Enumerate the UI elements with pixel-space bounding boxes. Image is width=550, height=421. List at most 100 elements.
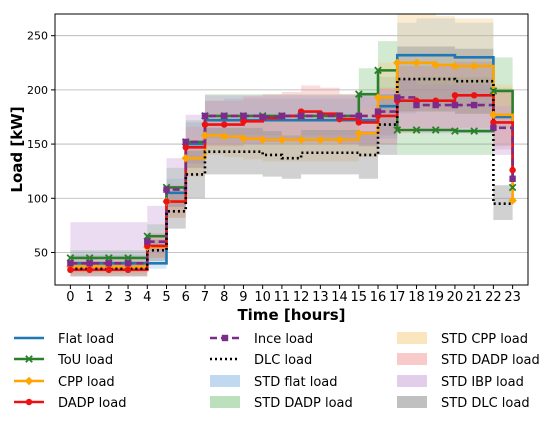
data-point <box>221 121 228 128</box>
x-tick-label: 18 <box>408 290 425 305</box>
x-tick-label: 22 <box>485 290 502 305</box>
data-point <box>105 254 113 262</box>
y-tick-label: 200 <box>27 84 48 97</box>
x-tick-label: 16 <box>370 290 387 305</box>
data-point <box>490 119 497 126</box>
legend-label: Flat load <box>58 332 114 347</box>
legend-item: STD DADP load <box>397 353 540 368</box>
data-point <box>105 260 113 267</box>
data-point <box>373 93 383 102</box>
data-point <box>144 238 151 245</box>
legend-item: DLC load <box>210 353 312 368</box>
x-tick-label: 13 <box>312 290 329 305</box>
x-tick-label: 12 <box>293 290 310 305</box>
legend-swatch <box>397 396 427 408</box>
x-tick-label: 19 <box>427 290 444 305</box>
series-line <box>70 53 514 265</box>
x-tick-label: 17 <box>389 290 406 305</box>
legend-label: ToU load <box>57 353 113 368</box>
data-point <box>25 398 33 406</box>
legend-swatch <box>210 396 240 408</box>
data-point <box>470 101 478 109</box>
legend-swatch <box>397 353 427 365</box>
x-tick-label: 14 <box>331 290 348 305</box>
legend-item: DADP load <box>14 396 126 411</box>
data-point <box>220 132 229 141</box>
data-point <box>67 260 74 267</box>
legend-label: STD DLC load <box>441 396 530 411</box>
data-point <box>25 355 33 363</box>
data-point <box>470 92 478 99</box>
data-point <box>355 112 362 120</box>
x-tick-label: 20 <box>447 290 464 305</box>
data-point <box>258 135 267 144</box>
data-point <box>86 266 93 274</box>
data-point <box>451 92 459 99</box>
data-point <box>469 61 479 71</box>
x-tick-label: 2 <box>105 290 113 305</box>
legend: Flat load ToU load CPP load DADP load Ince l… <box>14 332 540 411</box>
x-tick-label: 6 <box>182 290 190 305</box>
data-point <box>24 376 34 386</box>
x-tick-label: 3 <box>124 290 132 305</box>
data-point <box>393 58 402 67</box>
data-point <box>336 112 343 120</box>
data-point <box>490 124 497 132</box>
series-markers <box>66 58 517 274</box>
data-point <box>66 254 75 262</box>
legend-swatch <box>210 375 240 387</box>
data-point <box>413 101 420 109</box>
data-point <box>355 119 362 126</box>
data-point <box>296 135 306 144</box>
data-point <box>124 254 132 262</box>
data-point <box>489 87 498 95</box>
x-tick-label: 4 <box>143 290 151 305</box>
data-point <box>201 121 209 128</box>
legend-item: Flat load <box>14 332 114 347</box>
legend-item: STD flat load <box>210 375 338 390</box>
x-axis-label: Time [hours] <box>237 306 345 324</box>
data-point <box>509 166 516 174</box>
std-band <box>70 46 513 277</box>
y-tick-label: 100 <box>27 192 48 205</box>
x-tick-label: 9 <box>239 290 247 305</box>
data-point <box>124 266 132 274</box>
data-point <box>297 112 305 120</box>
legend-swatch <box>397 332 427 344</box>
data-point <box>451 127 459 135</box>
data-point <box>508 183 517 192</box>
data-point <box>394 94 401 101</box>
legend-label: STD CPP load <box>441 332 528 347</box>
data-point <box>85 254 94 262</box>
legend-item: ToU load <box>14 353 113 368</box>
x-tick-label: 7 <box>201 290 209 305</box>
data-point <box>182 144 189 151</box>
plot-frame <box>54 13 529 286</box>
data-point <box>200 131 210 140</box>
data-point <box>67 266 74 274</box>
data-point <box>451 101 459 109</box>
legend-swatch <box>397 375 427 387</box>
data-point <box>432 101 439 109</box>
std-band <box>70 14 513 275</box>
legend-item: Ince load <box>210 332 313 347</box>
data-point <box>316 135 325 144</box>
x-tick-label: 10 <box>254 290 271 305</box>
legend-item: STD DLC load <box>397 396 530 411</box>
legend-label: STD IBP load <box>441 375 524 390</box>
data-point <box>412 58 421 67</box>
data-point <box>221 334 229 342</box>
data-point <box>143 232 152 241</box>
data-point <box>221 112 228 120</box>
data-point <box>259 113 266 121</box>
legend-item: STD DADP load <box>210 396 353 411</box>
data-point <box>240 118 247 125</box>
data-point <box>105 266 113 274</box>
legend-label: CPP load <box>58 375 115 390</box>
data-point <box>86 260 93 267</box>
legend-item: STD IBP load <box>397 375 524 390</box>
data-point <box>374 66 382 75</box>
